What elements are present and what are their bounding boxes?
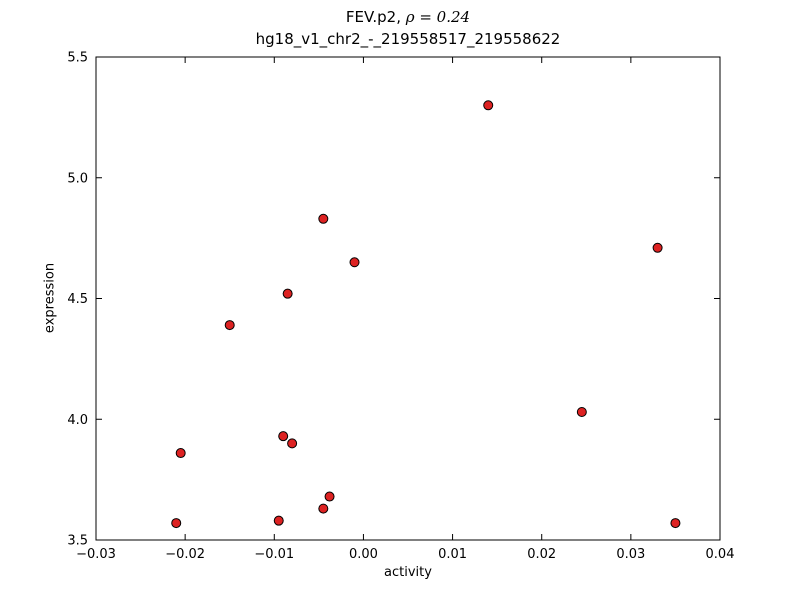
data-point (483, 100, 494, 111)
y-tick-label: 5.0 (67, 171, 88, 186)
x-tick-label: −0.03 (76, 547, 116, 562)
x-tick-label: −0.01 (254, 547, 294, 562)
data-point (287, 438, 298, 449)
x-tick-label: −0.02 (165, 547, 205, 562)
data-point (652, 242, 663, 253)
data-point (576, 407, 587, 418)
data-point (273, 515, 284, 526)
data-point (224, 320, 235, 331)
y-tick-label: 4.0 (67, 413, 88, 428)
x-tick-label: 0.03 (616, 547, 645, 562)
x-axis-label: activity (384, 565, 432, 580)
chart-subtitle: hg18_v1_chr2_-_219558517_219558622 (255, 30, 561, 48)
plot-border (95, 56, 721, 541)
y-tick-label: 3.5 (67, 534, 88, 549)
chart-title-text: FEV.p2, (345, 8, 406, 26)
data-point (349, 257, 360, 268)
chart-title-rho-value: ρ = 0.24 (405, 8, 471, 26)
x-tick-label: 0.01 (438, 547, 467, 562)
y-tick-label: 5.5 (67, 51, 88, 66)
data-point (324, 491, 335, 502)
data-point (278, 431, 289, 442)
data-point (318, 213, 329, 224)
x-tick-label: 0.00 (349, 547, 378, 562)
data-point (318, 503, 329, 514)
data-point (282, 288, 293, 299)
data-point (670, 518, 681, 529)
x-tick-label: 0.04 (706, 547, 735, 562)
x-tick-label: 0.02 (527, 547, 556, 562)
chart-title: FEV.p2, ρ = 0.24 (96, 7, 720, 27)
data-point (171, 518, 182, 529)
data-point (175, 448, 186, 459)
y-tick-label: 4.5 (67, 292, 88, 307)
